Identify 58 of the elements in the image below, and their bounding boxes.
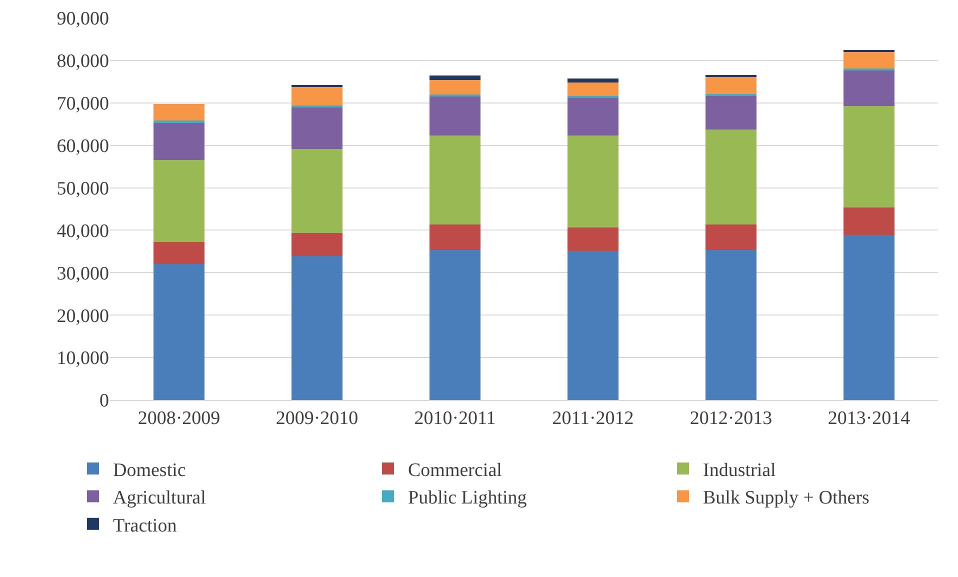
bar bbox=[429, 96, 481, 136]
legend-label: Domestic bbox=[113, 460, 186, 481]
bar bbox=[705, 96, 757, 130]
bar bbox=[291, 256, 343, 400]
x-tick-label: 2012·2013 bbox=[690, 408, 772, 429]
x-tick-label: 2013·2014 bbox=[828, 408, 911, 429]
bar bbox=[153, 160, 205, 242]
bar bbox=[429, 224, 481, 250]
bar bbox=[153, 242, 205, 264]
bar bbox=[291, 105, 343, 108]
bar bbox=[429, 75, 481, 80]
legend-label: Industrial bbox=[703, 460, 776, 481]
y-tick-label: 70,000 bbox=[56, 94, 109, 115]
bar bbox=[567, 251, 619, 400]
y-tick-label: 60,000 bbox=[56, 136, 109, 157]
bar bbox=[429, 250, 481, 400]
bar bbox=[843, 106, 895, 208]
y-tick-label: 80,000 bbox=[56, 51, 109, 72]
bar bbox=[843, 51, 895, 69]
y-tick-label: 40,000 bbox=[56, 220, 109, 242]
legend-label: Public Lighting bbox=[408, 488, 528, 509]
bar bbox=[429, 80, 481, 94]
legend-label: Agricultural bbox=[113, 488, 206, 509]
bar bbox=[567, 98, 619, 136]
bar bbox=[843, 207, 895, 235]
bar bbox=[429, 94, 481, 97]
bar bbox=[291, 86, 343, 106]
bar bbox=[705, 250, 757, 400]
y-tick-label: 10,000 bbox=[56, 348, 109, 370]
bar bbox=[291, 232, 343, 256]
y-tick-label: 50,000 bbox=[56, 178, 109, 200]
bar bbox=[705, 94, 757, 96]
bar bbox=[291, 108, 343, 150]
y-tick-label: 20,000 bbox=[56, 306, 109, 327]
x-tick-label: 2009·2010 bbox=[276, 408, 358, 429]
y-tick-label: 30,000 bbox=[56, 263, 109, 284]
bar bbox=[567, 78, 619, 83]
bar bbox=[567, 228, 619, 252]
legend-label: Bulk Supply + Others bbox=[703, 488, 870, 509]
bar bbox=[567, 82, 619, 96]
y-tick-label: 90,000 bbox=[56, 8, 109, 30]
legend-label: Commercial bbox=[408, 460, 502, 481]
x-tick-label: 2008·2009 bbox=[138, 408, 220, 429]
y-tick-label: 0 bbox=[100, 390, 109, 412]
bar bbox=[843, 70, 895, 106]
x-tick-label: 2010·2011 bbox=[414, 408, 496, 429]
legend-label: Traction bbox=[113, 515, 178, 536]
bar bbox=[705, 130, 757, 224]
bar bbox=[705, 76, 757, 94]
bar bbox=[291, 149, 343, 233]
bar bbox=[153, 104, 205, 121]
bar bbox=[429, 136, 481, 225]
bar bbox=[153, 264, 205, 400]
bar bbox=[705, 224, 757, 250]
bar bbox=[843, 234, 895, 400]
bar bbox=[567, 136, 619, 228]
x-tick-label: 2011·2012 bbox=[552, 408, 634, 429]
bar bbox=[153, 122, 205, 160]
